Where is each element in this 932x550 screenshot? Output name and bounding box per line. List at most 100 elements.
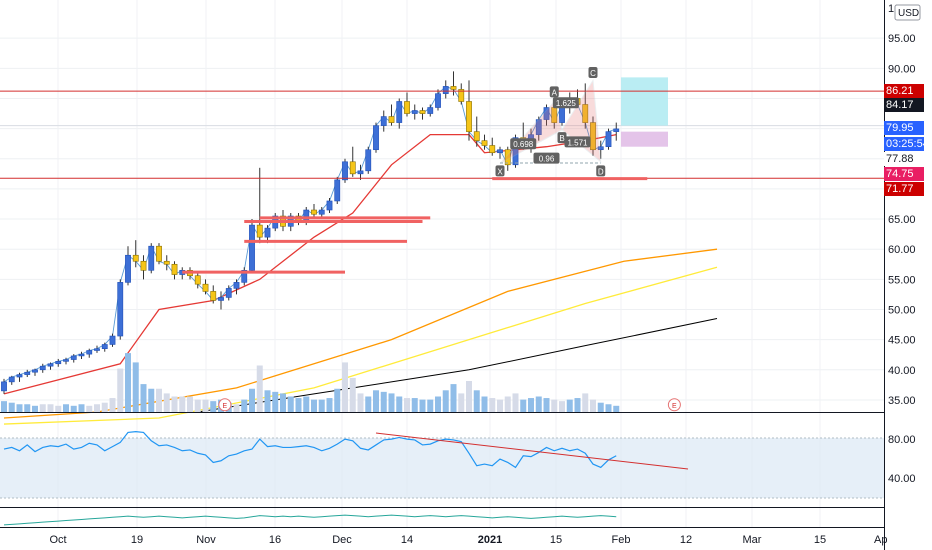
volume-bar — [520, 399, 527, 412]
volume-bar — [101, 402, 108, 412]
volume-bar — [256, 365, 263, 412]
volume-bar — [450, 384, 457, 412]
volume-bar — [171, 396, 178, 412]
candle — [535, 116, 542, 141]
candle-body — [94, 348, 100, 351]
volume-bar — [334, 388, 341, 412]
candle — [39, 363, 46, 373]
candle-body — [32, 369, 38, 373]
candle-body — [504, 149, 511, 166]
volume-bar — [342, 362, 348, 412]
volume-bar — [504, 396, 511, 412]
pattern-point-badge — [596, 165, 606, 177]
candle — [125, 246, 131, 286]
volume-bar — [117, 368, 124, 412]
candle — [365, 146, 372, 174]
volume-bar — [163, 393, 170, 412]
close-line — [3, 85, 617, 383]
time-tick-label: 15 — [550, 534, 562, 546]
volume-bar — [543, 398, 550, 412]
candle-body — [249, 224, 255, 271]
candle — [497, 146, 503, 159]
volume-bar — [194, 399, 201, 412]
pattern-point-badge — [495, 165, 505, 177]
time-tick-label: Ap — [874, 534, 887, 546]
pattern-point-badge — [588, 67, 598, 79]
pattern-ratio-label: 1.625 — [556, 99, 577, 108]
volume-bar — [249, 388, 255, 412]
candle-body — [148, 245, 155, 271]
volume-bar — [148, 388, 155, 412]
volume-bar — [272, 391, 279, 412]
candle — [396, 98, 403, 129]
volume-bar — [179, 396, 186, 412]
pattern-ratio-label: 1.571 — [567, 138, 588, 147]
candle — [132, 240, 139, 268]
candle — [163, 255, 170, 271]
time-tick-label: Dec — [332, 534, 352, 546]
candles[interactable] — [1, 71, 620, 394]
volume-bar — [373, 390, 379, 412]
candle — [543, 104, 550, 126]
candle-body — [318, 209, 325, 215]
volume-bar — [24, 404, 31, 412]
candle — [47, 362, 54, 370]
pattern-point-label: X — [497, 167, 503, 176]
target-zone — [621, 77, 668, 126]
volume-bar — [574, 398, 581, 412]
time-tick-label: 19 — [131, 534, 143, 546]
candle-body — [78, 353, 85, 357]
rsi-tick-label: 80.00 — [888, 434, 916, 446]
candle-body — [349, 161, 356, 175]
candle-body — [218, 297, 224, 301]
volume-bar — [597, 402, 604, 412]
candle — [427, 104, 434, 117]
pattern-ratio-badge — [510, 138, 537, 150]
candle — [442, 80, 449, 99]
volume-bars — [1, 353, 620, 412]
volume-bar — [349, 377, 356, 412]
candle-body — [16, 374, 23, 378]
stoch-panel — [3, 514, 617, 526]
candle — [8, 375, 15, 385]
volume-bar — [55, 405, 62, 412]
volume-bar — [47, 404, 54, 412]
candle — [171, 261, 178, 280]
candle-body — [311, 209, 317, 215]
candle — [481, 134, 488, 150]
currency-badge — [894, 4, 921, 21]
volume-bar — [318, 399, 325, 412]
pattern-ratio-badge — [552, 97, 579, 109]
candle-body — [582, 104, 589, 123]
price-tick-label: 90.00 — [888, 63, 916, 75]
candle-body — [597, 146, 604, 151]
harmonic-pattern: X A B C D 1.625 0.698 1.571 0.96 E E — [218, 67, 681, 412]
candle — [590, 116, 596, 156]
candle-body — [86, 350, 93, 355]
candle — [1, 378, 7, 394]
volume-bar — [233, 404, 240, 412]
price-tick-label: 50.00 — [888, 305, 916, 317]
candle-body — [411, 110, 418, 114]
price-label: 77.88 — [884, 152, 924, 166]
candle-body — [435, 93, 441, 108]
volume-bar — [404, 398, 410, 412]
pattern-ratio-badge — [564, 136, 591, 148]
candle-body — [241, 270, 248, 283]
candle-body — [171, 263, 178, 275]
volume-bar — [566, 399, 573, 412]
price-tick-label: 95.00 — [888, 33, 916, 45]
candle-body — [373, 125, 379, 151]
candle — [78, 351, 85, 359]
candle-body — [63, 359, 69, 362]
candle-body — [442, 86, 449, 94]
volume-bar — [241, 399, 248, 412]
candle-body — [264, 227, 271, 238]
candle — [210, 285, 217, 304]
moving-average-line — [3, 248, 718, 419]
candle-body — [613, 128, 620, 132]
volume-bar — [473, 390, 480, 412]
pattern-ratio-label: 0.698 — [513, 140, 534, 149]
volume-bar — [1, 401, 7, 412]
